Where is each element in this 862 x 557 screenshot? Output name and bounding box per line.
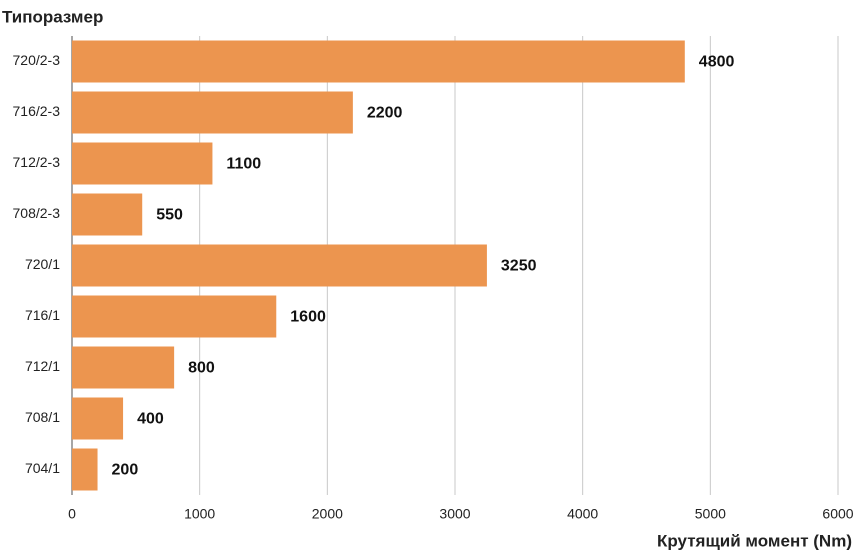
bar — [72, 448, 98, 491]
x-tick-label: 6000 — [822, 506, 853, 522]
bar — [72, 244, 487, 287]
y-tick-label: 716/1 — [25, 307, 60, 323]
x-tick-label: 0 — [68, 506, 76, 522]
bar — [72, 397, 124, 440]
y-tick-label: 704/1 — [25, 460, 60, 476]
value-label: 1600 — [290, 309, 326, 326]
y-tick-label: 720/2-3 — [13, 52, 61, 68]
x-tick-label: 1000 — [184, 506, 215, 522]
y-tick-label: 708/1 — [25, 409, 60, 425]
value-label: 400 — [137, 411, 164, 428]
bar — [72, 193, 143, 236]
y-tick-label: 716/2-3 — [13, 103, 61, 119]
value-label: 800 — [188, 360, 215, 377]
bar — [72, 40, 685, 83]
value-label: 4800 — [699, 54, 735, 71]
y-tick-label: 720/1 — [25, 256, 60, 272]
y-tick-label: 712/1 — [25, 358, 60, 374]
value-label: 3250 — [501, 258, 537, 275]
value-label: 550 — [156, 207, 183, 224]
bar — [72, 346, 175, 389]
bar — [72, 91, 353, 134]
x-axis-title: Крутящий момент (Nm) — [657, 531, 852, 550]
y-axis-title: Типоразмер — [2, 7, 103, 26]
x-tick-label: 4000 — [567, 506, 598, 522]
x-tick-label: 2000 — [312, 506, 343, 522]
x-tick-label: 5000 — [695, 506, 726, 522]
y-tick-label: 712/2-3 — [13, 154, 61, 170]
value-label: 200 — [112, 462, 139, 479]
value-label: 1100 — [226, 156, 261, 173]
bar — [72, 295, 277, 338]
x-tick-label: 3000 — [439, 506, 470, 522]
y-tick-label: 708/2-3 — [13, 205, 61, 221]
value-label: 2200 — [367, 105, 403, 122]
bar — [72, 142, 213, 185]
